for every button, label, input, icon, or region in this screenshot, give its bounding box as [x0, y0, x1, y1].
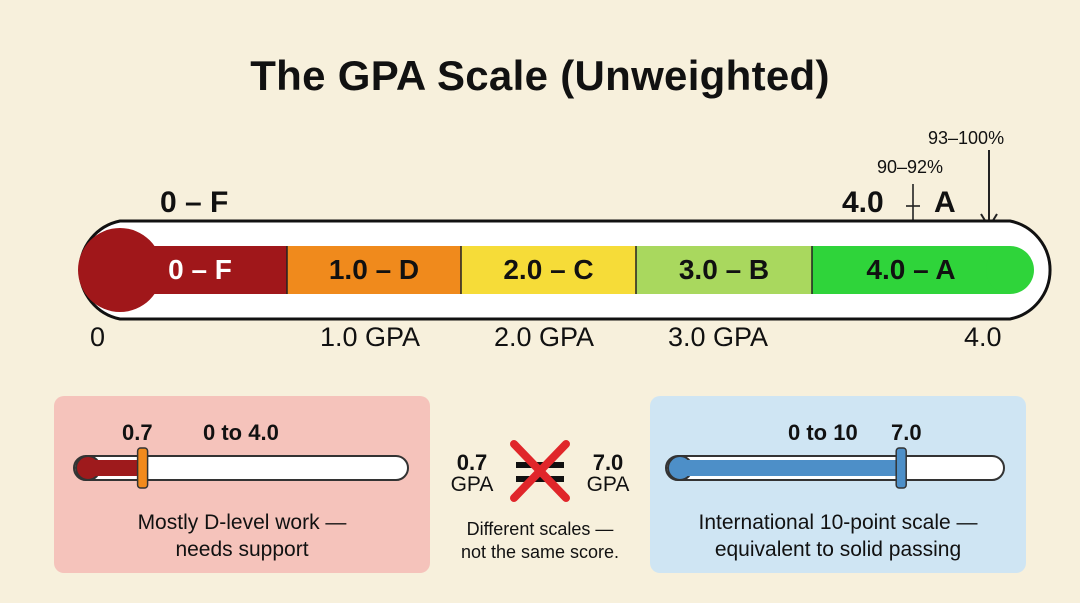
tick-4: 4.0 [964, 322, 1002, 352]
segment-label-4: 4.0 – A [866, 254, 956, 285]
segment-label-3: 3.0 – B [678, 254, 770, 285]
tick-1: 1.0 GPA [320, 322, 421, 352]
right-mini-thermometer [665, 447, 1005, 489]
left-range: 0 to 4.0 [203, 420, 279, 445]
tick-0: 0 [90, 322, 106, 352]
tick-2: 2.0 GPA [494, 322, 595, 352]
tick-3: 3.0 GPA [668, 322, 769, 352]
right-caption-line1: International 10-point scale — [698, 511, 978, 534]
segment-1 [287, 246, 461, 294]
segment-end-cap [986, 246, 1034, 294]
left-caption: Mostly D-level work — needs support [54, 509, 430, 563]
segment-4 [812, 246, 1010, 294]
middle-right-value: 7.0 GPA [586, 450, 630, 496]
middle-caption: Different scales — not the same score. [440, 518, 640, 564]
left-panel [54, 396, 430, 573]
left-mini-thermometer [73, 447, 409, 489]
left-top-label: 0 – F [160, 186, 229, 219]
right-marker-value: 7.0 [891, 420, 922, 445]
middle-caption-line1: Different scales — [466, 519, 614, 539]
note-90-92: 90–92% [877, 157, 944, 177]
note-93-100: 93–100% [928, 128, 1005, 148]
segment-0 [120, 246, 287, 294]
segment-2 [461, 246, 636, 294]
right-top-grade: 4.0 [842, 186, 884, 219]
right-range: 0 to 10 [788, 420, 858, 445]
segment-label-1: 1.0 – D [328, 254, 420, 285]
not-equal-icon [510, 440, 570, 502]
segment-3 [636, 246, 812, 294]
segment-label-0: 0 – F [168, 254, 232, 285]
middle-caption-line2: not the same score. [460, 542, 620, 562]
right-caption: International 10-point scale — equivalen… [650, 509, 1026, 563]
segment-label-2: 2.0 – C [503, 254, 594, 285]
right-top-letter: A [934, 186, 956, 219]
right-caption-line2: equivalent to solid passing [714, 538, 962, 561]
page-title: The GPA Scale (Unweighted) [250, 52, 830, 99]
middle-left-value: 0.7 GPA [450, 450, 494, 496]
left-marker-value: 0.7 [122, 420, 153, 445]
left-caption-line1: Mostly D-level work — [137, 511, 347, 534]
right-panel [650, 396, 1026, 573]
left-caption-line2: needs support [175, 538, 309, 561]
